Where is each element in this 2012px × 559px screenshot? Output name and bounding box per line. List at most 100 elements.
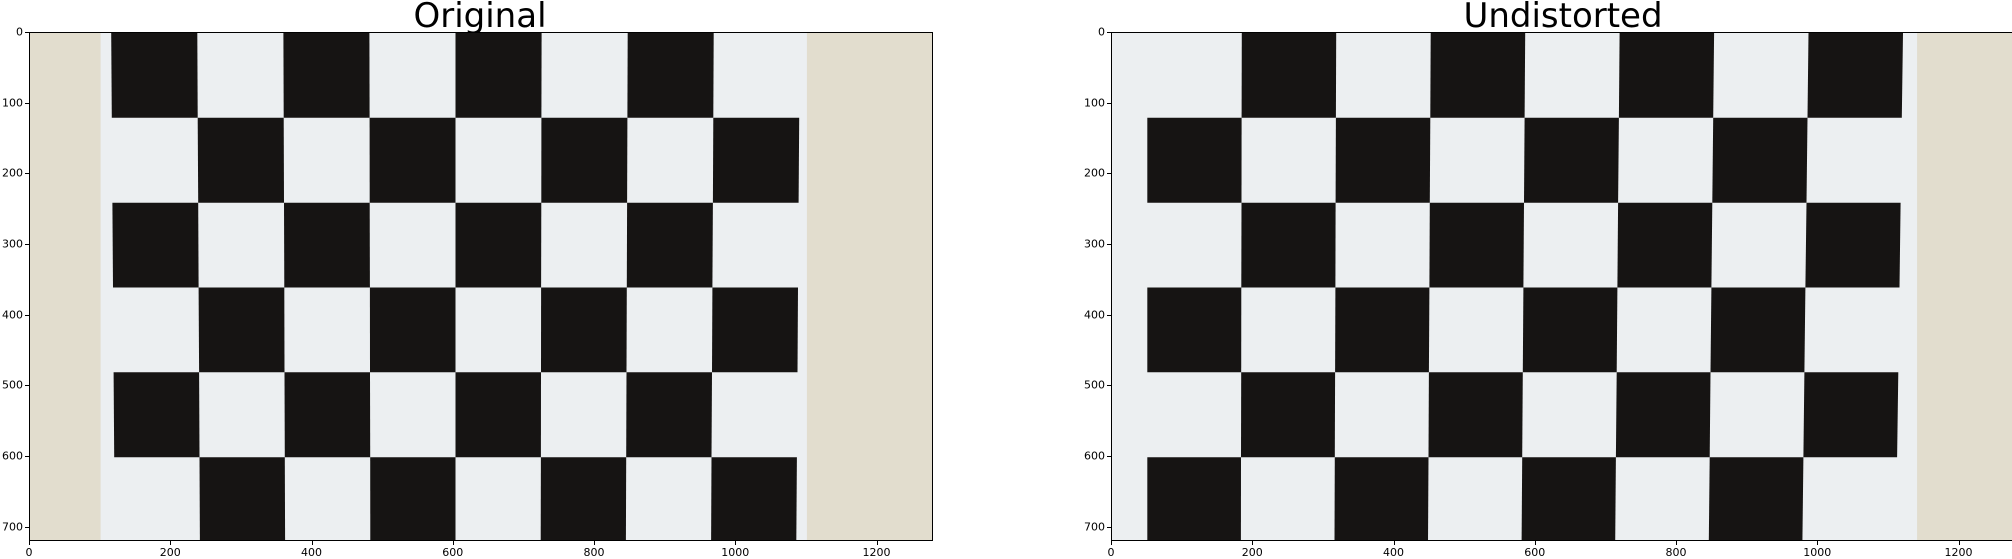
chessboard-square xyxy=(1617,202,1713,288)
y-tick-mark xyxy=(25,314,29,316)
y-tick-label: 500 xyxy=(1084,378,1105,392)
x-tick-mark xyxy=(594,541,595,545)
y-tick-label: 600 xyxy=(1084,449,1105,463)
image-axes xyxy=(29,32,933,541)
x-tick-label: 1000 xyxy=(721,546,750,559)
x-tick-mark xyxy=(1817,541,1819,545)
x-tick-label: 200 xyxy=(1241,546,1263,559)
x-tick-label: 0 xyxy=(25,546,33,559)
x-tick-mark xyxy=(1534,541,1536,545)
y-tick-label: 200 xyxy=(2,166,23,180)
y-tick-mark xyxy=(1107,314,1111,316)
chessboard-square xyxy=(1428,372,1523,458)
chessboard-square xyxy=(626,202,713,288)
chessboard-square xyxy=(197,117,284,203)
x-tick-mark xyxy=(876,541,878,545)
y-tick-label: 0 xyxy=(1098,25,1105,39)
y-tick-label: 100 xyxy=(1084,96,1105,110)
chessboard-square xyxy=(626,372,712,458)
x-tick-label: 400 xyxy=(301,546,322,559)
y-tick-label: 300 xyxy=(1084,237,1105,251)
x-tick-label: 600 xyxy=(1524,546,1546,559)
x-tick-mark xyxy=(29,541,30,545)
chessboard-square xyxy=(284,372,371,458)
chessboard-square xyxy=(712,287,798,373)
chessboard-square xyxy=(1241,372,1336,458)
panel-undistorted: Undistorted 0 200 400 600 800 1000 1200 0 100 200… xyxy=(1000,0,2012,559)
y-tick-label: 700 xyxy=(2,520,23,534)
panel-original: Original 0 200 400 600 800 1000 1200 0 100 200 300… xyxy=(0,0,1000,559)
chessboard-square xyxy=(1618,33,1715,118)
chessboard-square xyxy=(1147,457,1241,540)
chessboard-square xyxy=(1241,33,1337,118)
chessboard-square xyxy=(455,33,542,118)
y-tick-mark xyxy=(1107,385,1111,387)
y-tick-mark xyxy=(1107,102,1111,104)
x-tick-label: 0 xyxy=(1107,546,1115,559)
y-tick-label: 600 xyxy=(2,449,23,463)
chessboard-square xyxy=(369,287,456,373)
image-axes xyxy=(1111,32,2012,541)
x-tick-mark xyxy=(311,541,313,545)
chessboard-photo xyxy=(1112,33,2012,540)
chessboard-square xyxy=(1147,117,1242,203)
chessboard-square xyxy=(541,117,628,203)
panel-title: Undistorted xyxy=(1463,0,1663,36)
y-tick-label: 200 xyxy=(1084,166,1105,180)
chessboard-square xyxy=(1522,287,1618,373)
chessboard-square xyxy=(1615,372,1711,458)
chessboard-square xyxy=(370,457,456,540)
chessboard-square xyxy=(1807,33,1903,118)
y-tick-label: 0 xyxy=(16,25,23,39)
y-tick-mark xyxy=(25,526,29,528)
y-tick-mark xyxy=(1107,173,1111,175)
x-tick-label: 200 xyxy=(159,546,181,559)
chessboard-square xyxy=(369,117,456,203)
x-tick-mark xyxy=(1111,541,1112,545)
chessboard-square xyxy=(712,117,800,203)
x-tick-label: 1200 xyxy=(1944,546,1973,559)
y-tick-mark xyxy=(1107,32,1111,33)
y-tick-mark xyxy=(25,456,29,458)
y-tick-mark xyxy=(1107,526,1111,528)
chessboard-square xyxy=(455,202,542,288)
chessboard-photo xyxy=(30,33,932,540)
x-tick-mark xyxy=(170,541,172,545)
chessboard-square xyxy=(455,372,541,458)
x-tick-label: 1200 xyxy=(862,546,891,559)
chessboard-square xyxy=(1805,202,1901,288)
chessboard-square xyxy=(1335,287,1430,373)
y-tick-label: 400 xyxy=(1084,308,1105,322)
x-tick-mark xyxy=(452,541,454,545)
chessboard-square xyxy=(1335,117,1431,203)
chessboard-square xyxy=(284,202,370,288)
x-tick-label: 800 xyxy=(1665,546,1687,559)
chessboard-square xyxy=(627,33,714,118)
y-tick-label: 100 xyxy=(2,96,23,110)
panel-title: Original xyxy=(413,0,547,36)
y-tick-mark xyxy=(1107,244,1111,246)
x-tick-mark xyxy=(1676,541,1677,545)
chessboard-square xyxy=(1712,117,1808,203)
chessboard-square xyxy=(1524,117,1619,203)
y-tick-mark xyxy=(25,385,29,387)
chessboard-square xyxy=(113,372,200,458)
x-tick-mark xyxy=(735,541,737,545)
y-tick-mark xyxy=(25,32,29,33)
x-tick-label: 800 xyxy=(583,546,605,559)
y-tick-mark xyxy=(25,244,29,246)
chessboard-square xyxy=(1710,287,1806,373)
x-tick-label: 400 xyxy=(1383,546,1404,559)
x-tick-label: 1000 xyxy=(1803,546,1832,559)
chessboard-square xyxy=(711,457,797,540)
chessboard-square xyxy=(1241,202,1336,288)
chessboard-square xyxy=(540,457,627,540)
chessboard-square xyxy=(1521,457,1616,540)
chessboard-square xyxy=(1429,202,1524,288)
x-tick-mark xyxy=(1393,541,1395,545)
chessboard-square xyxy=(1147,287,1242,373)
x-tick-mark xyxy=(1252,541,1254,545)
x-tick-label: 600 xyxy=(442,546,464,559)
y-tick-mark xyxy=(25,173,29,175)
chessboard-square xyxy=(111,33,198,118)
